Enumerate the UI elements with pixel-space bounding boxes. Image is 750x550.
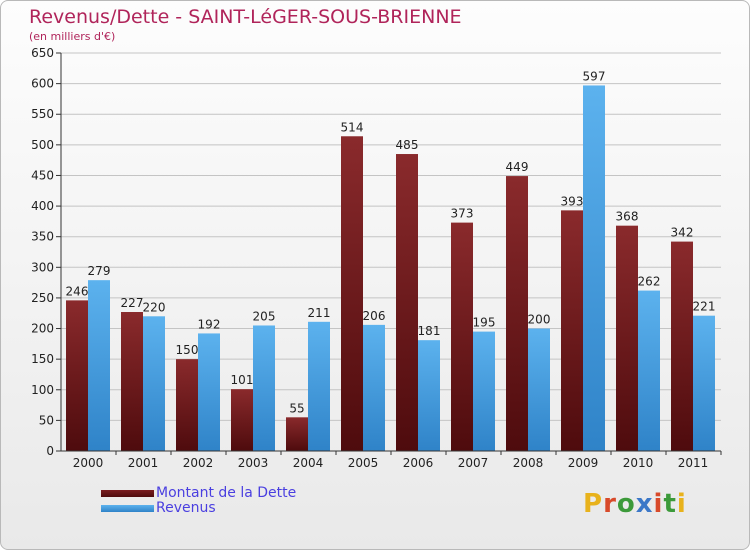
bar-revenus <box>363 324 385 451</box>
logo-letter: i <box>653 489 664 519</box>
legend-swatch-dette <box>101 490 154 497</box>
data-label-revenus: 279 <box>88 264 111 278</box>
data-label-revenus: 205 <box>253 309 276 323</box>
x-tick-label: 2007 <box>458 456 489 470</box>
y-tick-label: 600 <box>31 77 54 91</box>
logo-letter: o <box>616 489 636 519</box>
y-tick-label: 250 <box>31 291 54 305</box>
data-label-dette: 368 <box>616 210 639 224</box>
y-tick-label: 0 <box>46 444 54 458</box>
y-tick-label: 650 <box>31 46 54 60</box>
y-tick-label: 350 <box>31 230 54 244</box>
bar-dette <box>66 300 88 451</box>
bar-revenus <box>638 290 660 451</box>
data-label-revenus: 597 <box>583 69 606 83</box>
data-label-dette: 342 <box>671 226 694 240</box>
logo-letter: t <box>663 489 677 519</box>
data-label-revenus: 200 <box>528 313 551 327</box>
x-tick-label: 2011 <box>678 456 709 470</box>
data-label-dette: 393 <box>561 194 584 208</box>
bar-dette <box>176 359 198 451</box>
bar-revenus <box>693 315 715 451</box>
logo-letter: i <box>676 489 687 519</box>
data-label-dette: 246 <box>66 284 89 298</box>
data-label-dette: 101 <box>231 373 254 387</box>
bar-dette <box>671 241 693 451</box>
y-tick-label: 200 <box>31 322 54 336</box>
bar-revenus <box>308 321 330 451</box>
data-label-dette: 485 <box>396 138 419 152</box>
bar-dette <box>341 136 363 451</box>
x-tick-label: 2009 <box>568 456 599 470</box>
data-label-dette: 514 <box>341 120 364 134</box>
x-tick-label: 2006 <box>403 456 434 470</box>
data-label-revenus: 192 <box>198 317 221 331</box>
bar-revenus <box>473 331 495 451</box>
data-label-revenus: 220 <box>143 300 166 314</box>
legend-label-dette: Montant de la Dette <box>156 485 297 501</box>
bar-revenus <box>198 333 220 451</box>
bar-dette <box>231 389 253 451</box>
y-tick-label: 100 <box>31 383 54 397</box>
x-tick-label: 2004 <box>293 456 324 470</box>
y-tick-label: 300 <box>31 260 54 274</box>
y-tick-label: 500 <box>31 138 54 152</box>
chart-subtitle: (en milliers d'€) <box>29 30 116 43</box>
bar-revenus <box>528 328 550 451</box>
bar-dette <box>451 222 473 451</box>
y-tick-label: 550 <box>31 107 54 121</box>
legend-label-revenus: Revenus <box>156 500 216 516</box>
data-label-revenus: 195 <box>473 316 496 330</box>
data-label-revenus: 262 <box>638 275 661 289</box>
legend-swatch-revenus <box>101 505 154 512</box>
bar-revenus <box>88 280 110 451</box>
y-tick-label: 50 <box>39 413 54 427</box>
bar-dette <box>396 154 418 451</box>
data-label-dette: 150 <box>176 343 199 357</box>
bar-dette <box>286 417 308 451</box>
logo-letter: x <box>635 489 654 519</box>
bar-revenus <box>253 325 275 451</box>
y-tick-label: 450 <box>31 168 54 182</box>
data-label-dette: 55 <box>289 401 304 415</box>
x-tick-label: 2005 <box>348 456 379 470</box>
bar-revenus <box>143 316 165 451</box>
x-tick-label: 2010 <box>623 456 654 470</box>
bar-dette <box>121 312 143 451</box>
logo-letter: r <box>603 489 617 519</box>
x-tick-label: 2001 <box>128 456 159 470</box>
bar-dette <box>616 225 638 451</box>
x-tick-label: 2002 <box>183 456 214 470</box>
bar-dette <box>561 210 583 451</box>
x-tick-label: 2008 <box>513 456 544 470</box>
data-label-dette: 227 <box>121 296 144 310</box>
data-label-dette: 373 <box>451 207 474 221</box>
x-tick-label: 2003 <box>238 456 269 470</box>
chart-title: Revenus/Dette - SAINT-LéGER-SOUS-BRIENNE <box>29 6 462 28</box>
x-tick-label: 2000 <box>73 456 104 470</box>
data-label-revenus: 181 <box>418 324 441 338</box>
y-tick-label: 400 <box>31 199 54 213</box>
logo-letter: P <box>583 489 604 519</box>
bar-dette <box>506 176 528 451</box>
data-label-revenus: 211 <box>308 306 331 320</box>
data-label-revenus: 221 <box>693 300 716 314</box>
y-tick-label: 150 <box>31 352 54 366</box>
proxiti-logo: Proxiti <box>583 489 687 519</box>
bar-revenus <box>418 340 440 451</box>
bar-revenus <box>583 85 605 452</box>
data-label-revenus: 206 <box>363 309 386 323</box>
data-label-dette: 449 <box>506 160 529 174</box>
